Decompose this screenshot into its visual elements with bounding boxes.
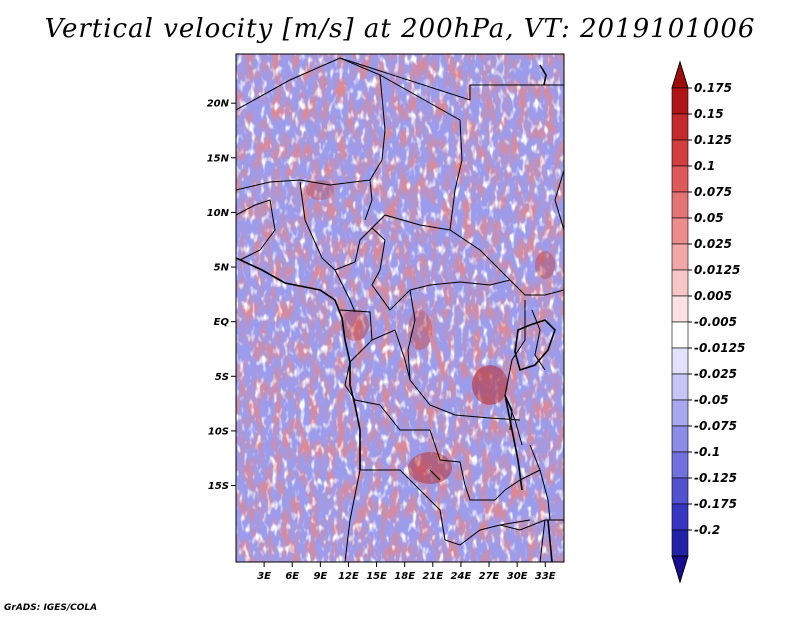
colorbar-label: 0.175: [694, 81, 732, 95]
colorbar-swatch: [671, 191, 689, 219]
page-title: Vertical velocity [m/s] at 200hPa, VT: 2…: [44, 14, 756, 44]
colorbar-swatch: [671, 295, 689, 323]
lat-tick-label: 10N: [207, 208, 230, 219]
colorbar-swatch: [671, 347, 689, 375]
colorbar-label: 0.0125: [694, 263, 740, 277]
colorbar-label: 0.005: [694, 289, 732, 303]
colorbar-label: 0.125: [694, 133, 732, 147]
colorbar-label: -0.175: [694, 497, 737, 511]
lat-tick-label: 15N: [207, 153, 230, 164]
colorbar-swatch: [671, 477, 689, 505]
colorbar-swatch: [671, 373, 689, 401]
colorbar-swatch: [671, 87, 689, 115]
colorbar-swatch: [671, 165, 689, 193]
lon-tick-label: 18E: [394, 571, 415, 582]
country-boundaries: [236, 57, 564, 562]
colorbar-swatch: [671, 217, 689, 245]
lat-tick-label: 5S: [215, 372, 229, 383]
colorbar-label: -0.025: [694, 367, 737, 381]
colorbar-swatch: [671, 269, 689, 297]
colorbar-label: 0.075: [694, 185, 732, 199]
grads-credit: GrADS: IGES/COLA: [4, 603, 98, 613]
colorbar-swatch: [671, 243, 689, 271]
lon-tick-label: 9E: [313, 571, 327, 582]
lon-tick-label: 12E: [338, 571, 359, 582]
colorbar-swatch: [671, 529, 689, 557]
longitude-axis: 3E 6E 9E 12E 15E 18E 21E 24E 27E 30E 33E: [257, 562, 556, 582]
lat-tick-label: EQ: [214, 317, 230, 328]
lat-tick-label: 15S: [208, 481, 229, 492]
map-frame: [235, 53, 565, 563]
lon-tick-label: 6E: [285, 571, 299, 582]
lon-tick-label: 33E: [535, 571, 556, 582]
lat-tick-label: 5N: [214, 263, 230, 274]
colorbar-swatch: [671, 321, 689, 349]
latitude-axis: 20N 15N 10N 5N EQ 5S 10S 15S: [207, 99, 236, 492]
colorbar-label: -0.075: [694, 419, 737, 433]
lon-tick-label: 21E: [422, 571, 443, 582]
lon-tick-label: 30E: [507, 571, 528, 582]
lon-tick-label: 15E: [366, 571, 387, 582]
colorbar-label: -0.005: [694, 315, 737, 329]
lon-tick-label: 3E: [257, 571, 271, 582]
lon-tick-label: 27E: [479, 571, 500, 582]
colorbar-swatch: [671, 139, 689, 167]
colorbar: 0.175 0.15 0.125 0.1 0.075 0.05 0.025 0.0125 0.0…: [671, 60, 745, 584]
colorbar-label: -0.05: [694, 393, 729, 407]
colorbar-label: 0.15: [694, 107, 724, 121]
lat-tick-label: 10S: [208, 426, 229, 437]
colorbar-swatch: [671, 113, 689, 141]
coastlines: [236, 64, 556, 562]
colorbar-label: -0.2: [694, 523, 720, 537]
colorbar-swatch: [671, 399, 689, 427]
colorbar-swatch: [671, 425, 689, 453]
lon-tick-label: 24E: [451, 571, 472, 582]
colorbar-label: 0.05: [694, 211, 724, 225]
lat-tick-label: 20N: [207, 99, 230, 110]
colorbar-label: 0.1: [694, 159, 715, 173]
colorbar-swatch: [671, 451, 689, 479]
colorbar-over-arrow: [671, 60, 689, 89]
colorbar-label: -0.0125: [694, 341, 745, 355]
colorbar-swatch: [671, 503, 689, 531]
velocity-field: [236, 54, 564, 562]
colorbar-label: -0.125: [694, 471, 737, 485]
colorbar-label: 0.025: [694, 237, 732, 251]
colorbar-label: -0.1: [694, 445, 720, 459]
colorbar-under-arrow: [671, 555, 689, 584]
